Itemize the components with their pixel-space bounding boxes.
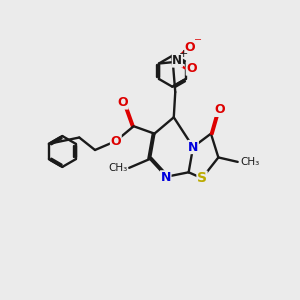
Text: N: N: [188, 140, 198, 154]
Text: O: O: [117, 96, 128, 109]
Text: O: O: [185, 41, 195, 54]
Text: S: S: [197, 171, 207, 185]
Text: CH₃: CH₃: [109, 163, 128, 173]
Text: N: N: [160, 171, 171, 184]
Text: O: O: [214, 103, 225, 116]
Text: CH₃: CH₃: [240, 157, 259, 167]
Text: ⁻: ⁻: [194, 35, 202, 50]
Text: O: O: [186, 62, 197, 75]
Text: +: +: [178, 49, 188, 59]
Text: N: N: [172, 54, 182, 67]
Text: O: O: [110, 135, 121, 148]
